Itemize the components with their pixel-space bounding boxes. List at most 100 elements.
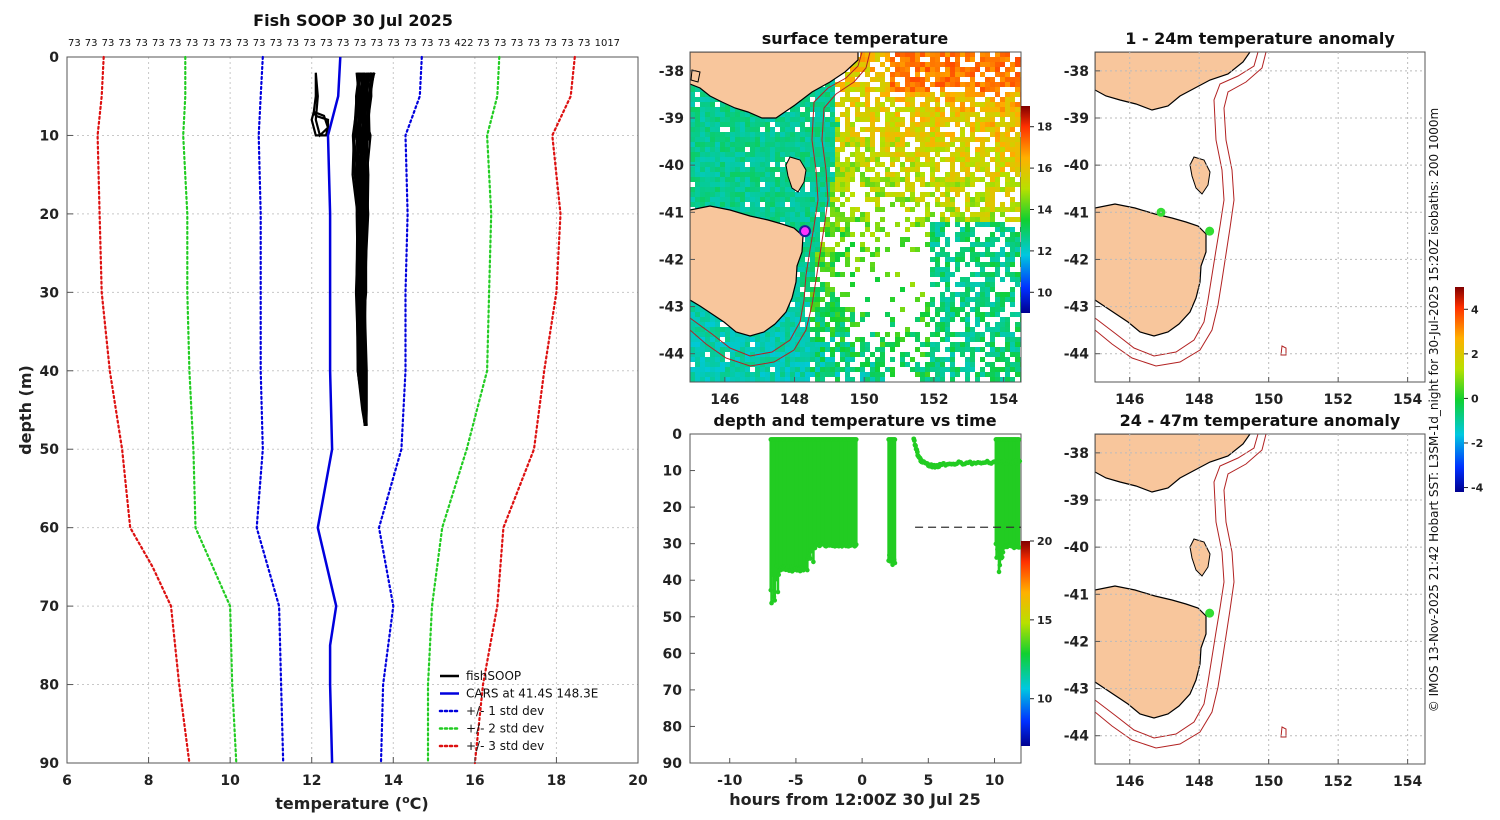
sst-cell [960, 127, 965, 132]
anomaly2-ticks: 146 148 150 152 154-38-39-40-41-42-43-44 [1064, 434, 1425, 790]
sst-cell [730, 202, 735, 207]
sst-cell [810, 277, 815, 282]
sst-cell [690, 142, 695, 147]
sst-cell [840, 307, 845, 312]
sst-cell [815, 332, 820, 337]
sst-cell [945, 357, 950, 362]
sst-cell [970, 67, 975, 72]
sst-cell [795, 222, 800, 227]
sst-cell [850, 207, 855, 212]
sst-cell [780, 177, 785, 182]
sst-cell [980, 157, 985, 162]
sst-cell [805, 192, 810, 197]
sst-cell [900, 122, 905, 127]
sst-cell [820, 357, 825, 362]
sst-cell [865, 117, 870, 122]
sst-cell [820, 287, 825, 292]
sst-cell [915, 372, 920, 377]
sst-cell [885, 82, 890, 87]
sst-cell [925, 92, 930, 97]
sst-cell [985, 247, 990, 252]
sst-cell [930, 92, 935, 97]
sst-cell [1005, 347, 1010, 352]
sst-cell [795, 117, 800, 122]
sst-cell [695, 157, 700, 162]
sst-cell [705, 152, 710, 157]
sst-cell [995, 222, 1000, 227]
sst-cell [875, 157, 880, 162]
sst-cell [945, 297, 950, 302]
sst-cell [725, 197, 730, 202]
sst-cell [705, 197, 710, 202]
sst-cell [910, 112, 915, 117]
sst-cell [900, 52, 905, 57]
sst-cell [925, 52, 930, 57]
sst-cell [725, 327, 730, 332]
sst-cell [830, 192, 835, 197]
sst-cell [1005, 227, 1010, 232]
sst-cell [995, 267, 1000, 272]
sst-cell [695, 182, 700, 187]
sst-cell [955, 187, 960, 192]
sst-cell [815, 97, 820, 102]
sst-cell [900, 192, 905, 197]
sst-cell [690, 347, 695, 352]
sst-cell [910, 52, 915, 57]
sst-cell [820, 172, 825, 177]
sst-cell [830, 307, 835, 312]
sst-cell [930, 57, 935, 62]
sst-cell [1000, 207, 1005, 212]
sst-cell [970, 252, 975, 257]
sst-cell [865, 137, 870, 142]
profile-count: 73 [561, 38, 574, 49]
sst-cell [875, 367, 880, 372]
sst-cell [775, 192, 780, 197]
sst-cell [790, 147, 795, 152]
sst-cell [930, 157, 935, 162]
sst-cell [805, 132, 810, 137]
sst-cell [750, 177, 755, 182]
sst-cell [1005, 192, 1010, 197]
sst-cell [780, 322, 785, 327]
sst-cell [720, 142, 725, 147]
sst-cell [760, 117, 765, 122]
sst-cell [950, 307, 955, 312]
sst-cell [690, 322, 695, 327]
sst-cell [910, 117, 915, 122]
profile-xtick-label: 20 [628, 773, 648, 789]
sst-cell [800, 147, 805, 152]
sst-cell [820, 282, 825, 287]
sst-cell [950, 157, 955, 162]
sst-cell [1010, 112, 1015, 117]
sst-cell [935, 132, 940, 137]
map-xtick-label: 146 [1115, 774, 1144, 790]
sst-cell [855, 72, 860, 77]
sst-cell [820, 227, 825, 232]
sst-cell [1015, 352, 1020, 357]
sst-cell [820, 192, 825, 197]
sst-cell [695, 307, 700, 312]
sst-cell [955, 222, 960, 227]
sst-cell [990, 212, 995, 217]
sst-cell [980, 162, 985, 167]
sst-cell [840, 102, 845, 107]
sst-cell [990, 287, 995, 292]
sst-cell [755, 377, 760, 382]
sst-cell [1000, 137, 1005, 142]
sst-cell [995, 327, 1000, 332]
sst-cell [775, 377, 780, 382]
sst-cell [930, 317, 935, 322]
fishsoop-cast [354, 72, 373, 426]
sst-cell [810, 357, 815, 362]
sst-cell [980, 272, 985, 277]
sst-cell [800, 122, 805, 127]
sst-cell [1005, 357, 1010, 362]
sst-cell [985, 147, 990, 152]
sst-cell [830, 92, 835, 97]
sst-tasmania [690, 205, 804, 337]
sst-cell [950, 97, 955, 102]
sst-cell [755, 147, 760, 152]
sst-cell [770, 217, 775, 222]
sst-cell [920, 52, 925, 57]
sst-cell [870, 177, 875, 182]
